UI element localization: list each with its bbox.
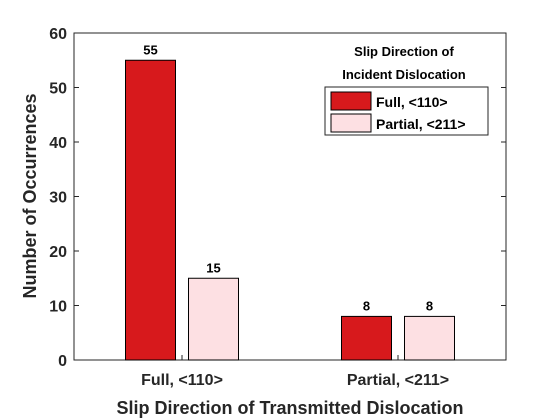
y-axis-title: Number of Occurrences: [20, 93, 40, 298]
y-axis-ticks: 0 10 20 30 40 50 60: [49, 26, 506, 370]
bar-full: [341, 315, 392, 361]
legend-title-line-1: Slip Direction of: [354, 44, 454, 59]
legend: Slip Direction of Incident Dislocation F…: [324, 44, 489, 136]
y-tick-label: 20: [49, 244, 67, 261]
legend-title-line-2: Incident Dislocation: [342, 67, 466, 82]
data-label: 8: [363, 298, 370, 313]
y-tick-label: 10: [49, 299, 67, 316]
legend-swatch-partial: [330, 113, 372, 133]
y-tick-label: 40: [49, 135, 67, 152]
y-tick-label: 0: [58, 353, 67, 370]
y-tick-label: 50: [49, 81, 67, 98]
legend-label-full: Full, <110>: [376, 94, 448, 110]
bar-partial: [404, 315, 455, 361]
x-axis-categories: Full, <110> Partial, <211>: [141, 355, 449, 389]
bars: [125, 59, 455, 361]
x-axis-title: Slip Direction of Transmitted Dislocatio…: [116, 398, 463, 418]
y-tick-label: 60: [49, 26, 67, 43]
legend-swatch-full: [330, 91, 372, 111]
bar-full: [125, 59, 176, 361]
y-tick-label: 30: [49, 190, 67, 207]
legend-label-partial: Partial, <211>: [376, 116, 466, 132]
bar-partial: [188, 277, 239, 361]
data-labels: 55 15 8 8: [143, 42, 433, 313]
data-label: 15: [206, 260, 220, 275]
x-tick-label: Full, <110>: [141, 372, 223, 389]
data-label: 8: [426, 298, 433, 313]
x-tick-label: Partial, <211>: [347, 372, 449, 389]
data-label: 55: [143, 42, 157, 57]
